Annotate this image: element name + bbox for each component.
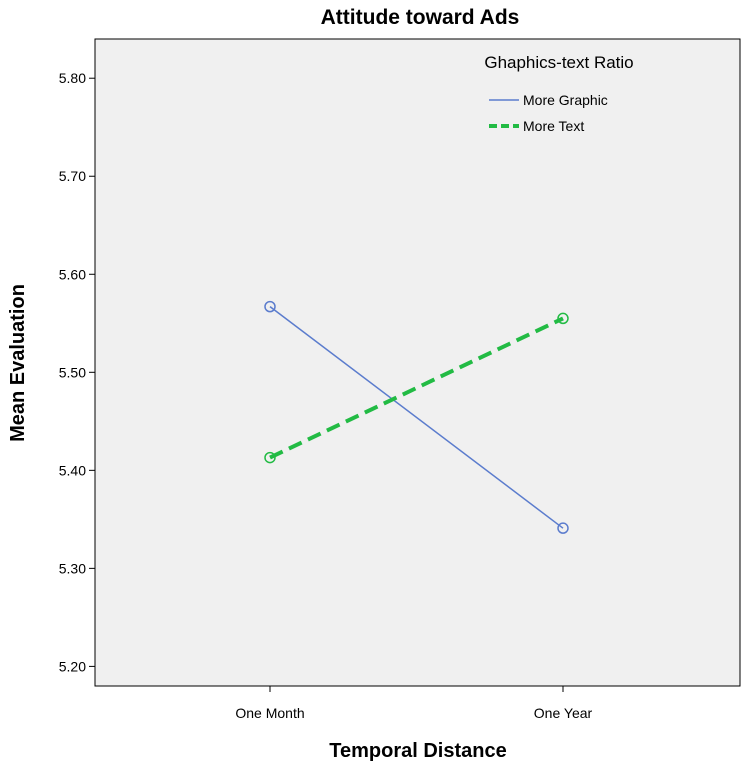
series-layer (264, 300, 569, 534)
x-tick-label: One Year (534, 705, 593, 721)
y-tick-label: 5.60 (59, 266, 86, 282)
x-tick-label: One Month (235, 705, 304, 721)
data-point-more-text-0 (264, 451, 276, 464)
x-axis: One Month One Year (235, 686, 593, 721)
data-point-more-text-1 (557, 312, 569, 325)
y-tick-label: 5.50 (59, 364, 86, 380)
y-axis-title: Mean Evaluation (7, 284, 29, 442)
chart-title: Attitude toward Ads (321, 6, 520, 29)
y-tick-label: 5.20 (59, 658, 86, 674)
y-tick-label: 5.70 (59, 168, 86, 184)
y-axis: 5.20 5.30 5.40 5.50 5.60 5.70 5.80 (59, 70, 95, 674)
plot-area (94, 38, 741, 687)
data-point-more-graphic-0 (264, 300, 276, 313)
series-line-more-graphic (269, 306, 564, 529)
y-tick-label: 5.40 (59, 462, 86, 478)
y-tick-label: 5.80 (59, 70, 86, 86)
series-line-more-text (269, 316, 564, 460)
data-point-more-graphic-1 (557, 522, 569, 534)
legend: Ghaphics-text Ratio More Graphic More Tex… (484, 53, 633, 134)
y-tick-label: 5.30 (59, 560, 86, 576)
legend-label: More Graphic (523, 92, 608, 108)
x-axis-title: Temporal Distance (329, 740, 506, 762)
legend-title: Ghaphics-text Ratio (484, 53, 633, 72)
legend-label: More Text (523, 118, 584, 134)
